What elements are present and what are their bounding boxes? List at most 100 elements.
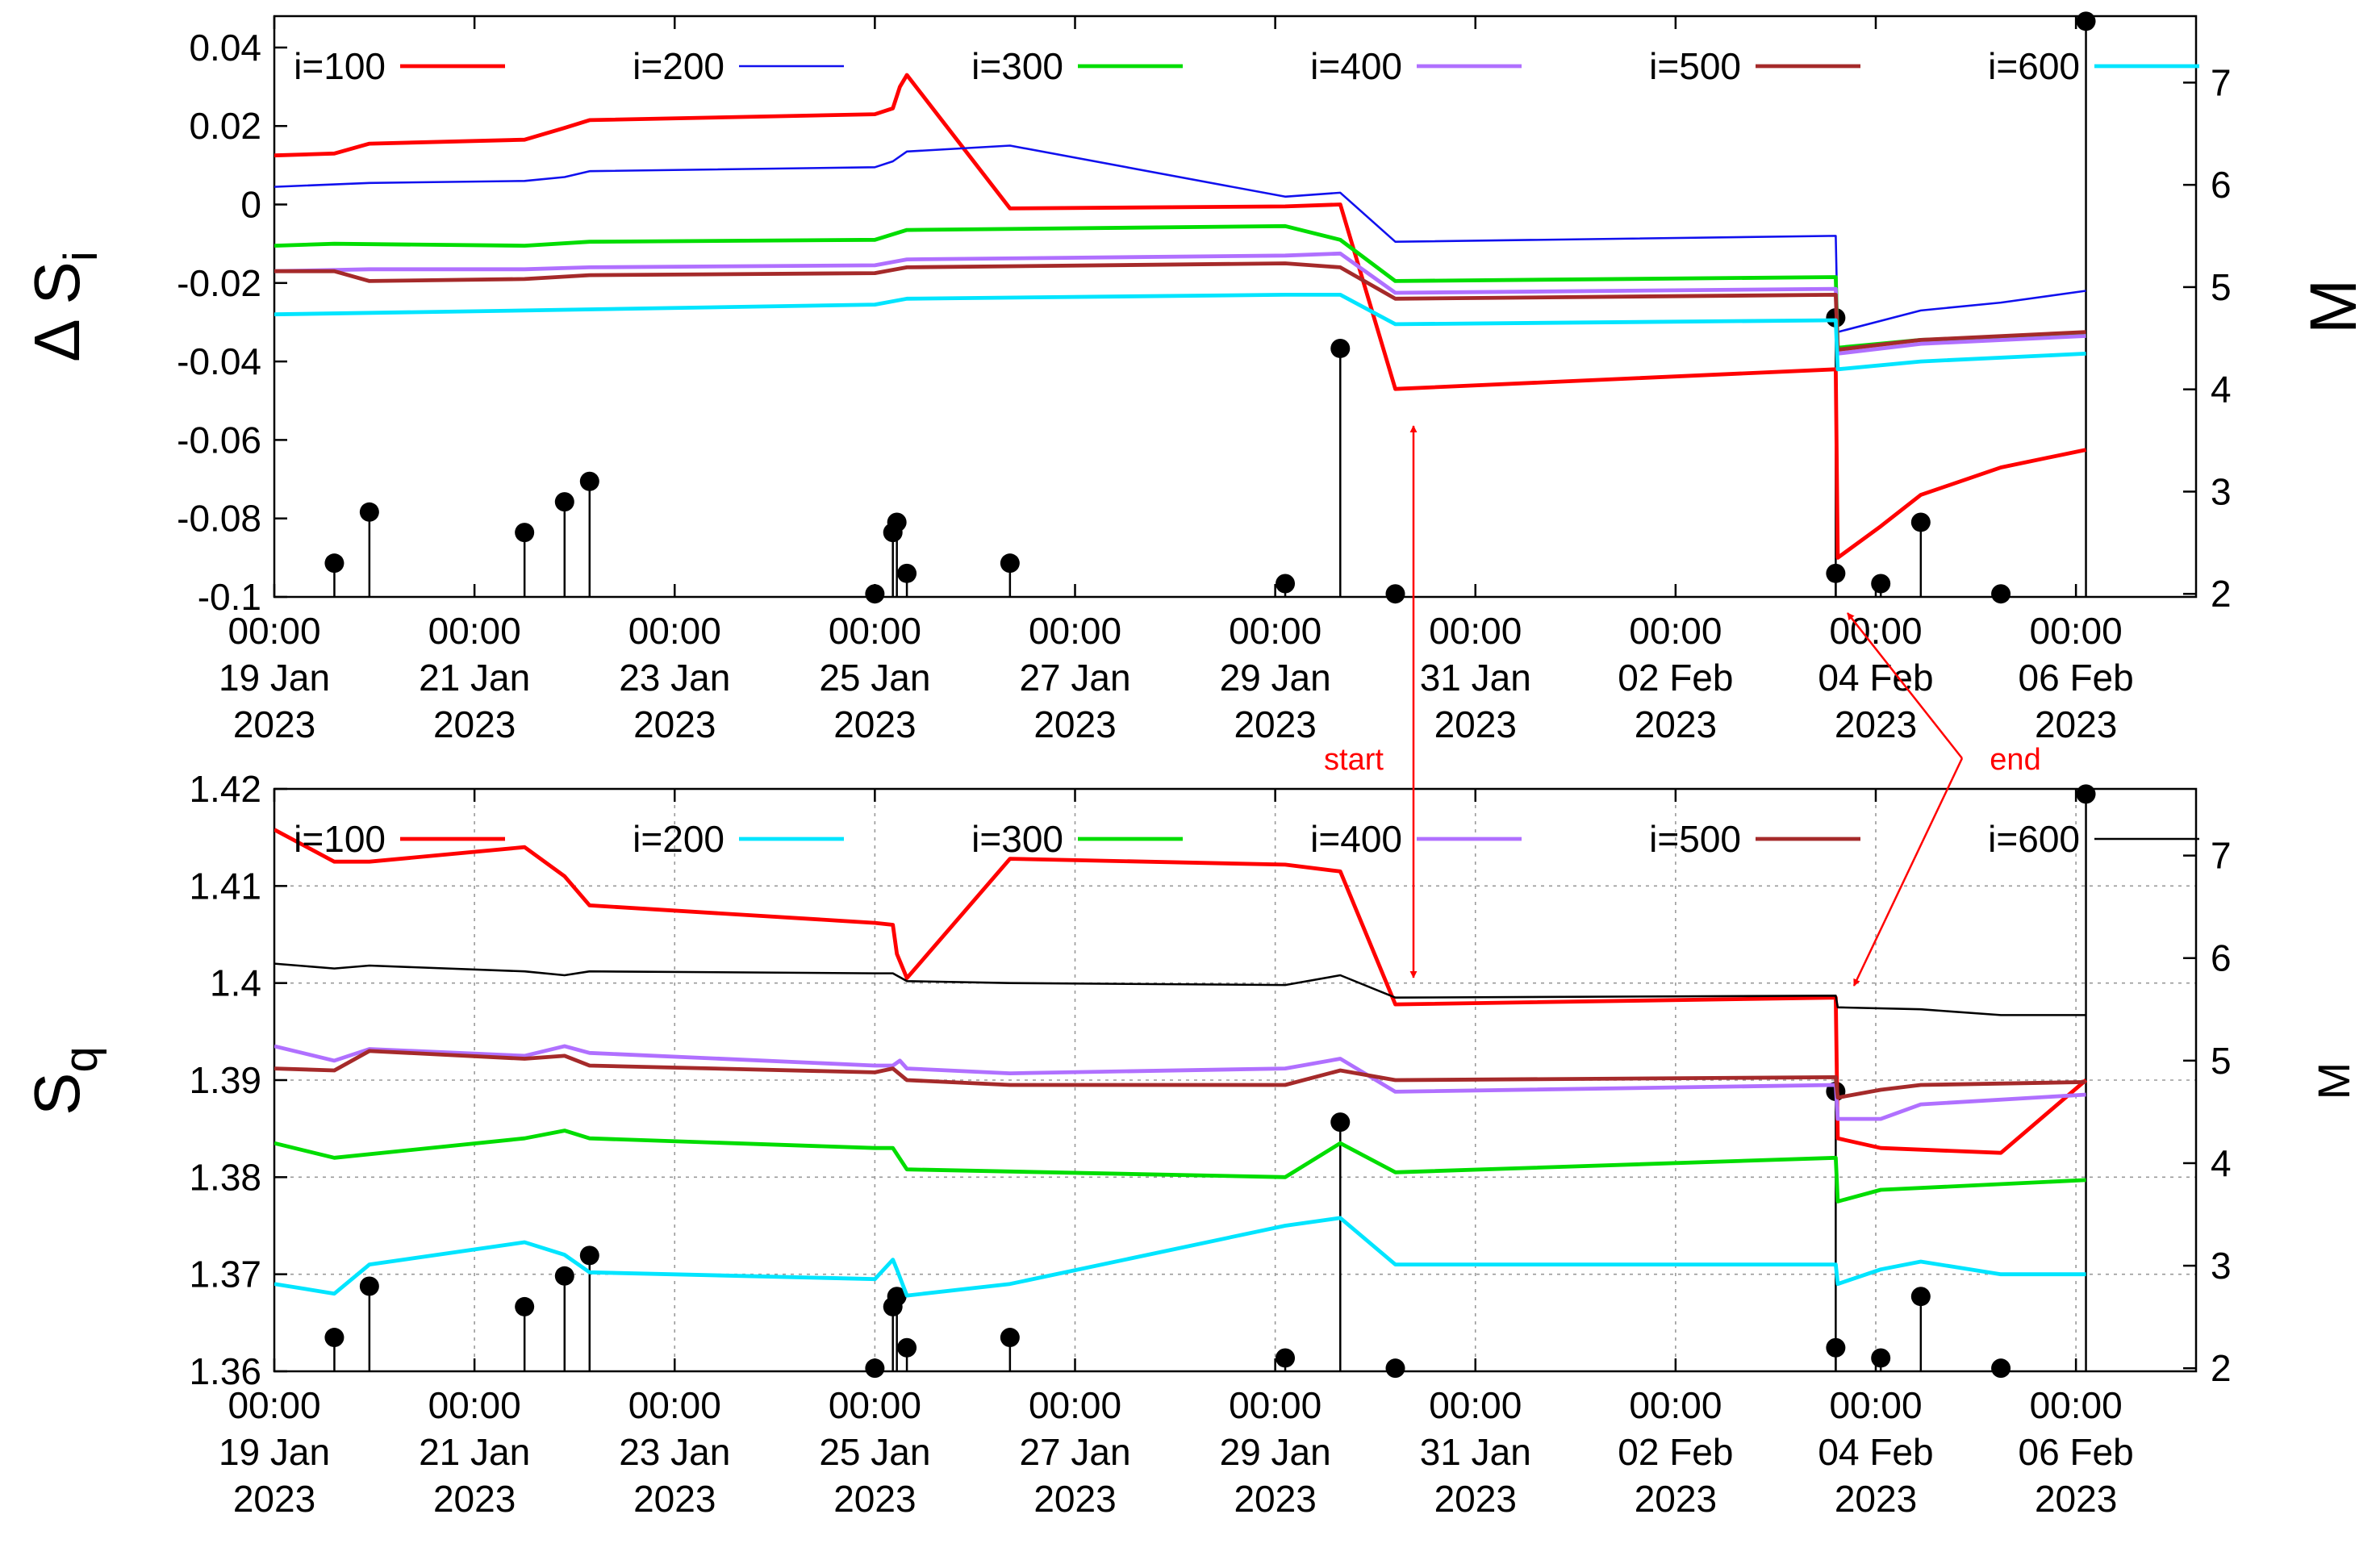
bottom-x-tick-label: 25 Jan [819, 1431, 930, 1473]
top-y-tick-label: -0.04 [177, 340, 261, 382]
end-arrow-lower [1852, 757, 1964, 987]
bottom-series-i-500 [274, 1049, 2086, 1100]
top-event-point [554, 492, 574, 512]
bottom-x-tick-label: 2023 [1835, 1478, 1917, 1520]
bottom-legend-label: i=100 [294, 818, 386, 860]
bottom-y-axis-title: Sq [21, 1046, 107, 1116]
top-event-point [2076, 11, 2096, 31]
bottom-x-tick-label: 2023 [1234, 1478, 1316, 1520]
bottom-x-tick-label: 2023 [833, 1478, 916, 1520]
top-y-tick-label: -0.02 [177, 262, 261, 304]
top-x-tick-label: 2023 [833, 703, 916, 745]
bottom-y-tick-label: 1.42 [189, 768, 261, 810]
top-x-tick-label: 00:00 [228, 610, 320, 652]
bottom-event-point [359, 1276, 379, 1296]
bottom-event-point [1000, 1328, 1020, 1348]
top-x-tick-label: 00:00 [829, 610, 921, 652]
bottom-x-tick-label: 2023 [1434, 1478, 1517, 1520]
bottom-x-tick-label: 00:00 [628, 1384, 721, 1426]
top-y-tick-label: -0.08 [177, 498, 261, 540]
bottom-legend-label: i=200 [633, 818, 724, 860]
top-event-point [515, 523, 535, 543]
bottom-series-i-400 [274, 1044, 2086, 1121]
bottom-event-point [579, 1245, 599, 1266]
top-event-point [1000, 553, 1020, 574]
top-event-point [897, 563, 917, 583]
top-y2-axis-title: M [2297, 279, 2370, 334]
top-y2-tick-label: 6 [2211, 164, 2232, 206]
top-x-tick-label: 00:00 [1429, 610, 1522, 652]
bottom-x-tick-label: 2023 [1033, 1478, 1116, 1520]
bottom-x-tick-label: 00:00 [1029, 1384, 1121, 1426]
top-event-point [359, 502, 379, 522]
top-x-tick-label: 06 Feb [2019, 657, 2134, 699]
bottom-x-tick-label: 00:00 [228, 1384, 320, 1426]
start-label: start [1324, 743, 1384, 777]
bottom-y-axis: 1.42 1.41 1.4 1.39 1.38 1.37 1.36 [189, 768, 287, 1392]
bottom-x-tick-label: 2023 [433, 1478, 516, 1520]
top-event-point [1991, 584, 2011, 604]
top-x-tick-label: 00:00 [628, 610, 721, 652]
bottom-event-point [865, 1358, 885, 1379]
bottom-x-tick-label: 04 Feb [1818, 1431, 1933, 1473]
top-x-tick-label: 27 Jan [1019, 657, 1130, 699]
bottom-panel: 1.42 1.41 1.4 1.39 1.38 1.37 1.36 2 3 4 5 6 7 00:00… [21, 768, 2359, 1520]
top-x-tick-label: 31 Jan [1420, 657, 1531, 699]
annotations: start end [1324, 425, 2041, 987]
bottom-y-tick-label: 1.37 [189, 1254, 261, 1295]
top-event-point [1330, 338, 1351, 358]
end-label: end [1990, 743, 2040, 777]
top-magnitude-stems [324, 11, 2096, 604]
bottom-series-i-200 [274, 1216, 2086, 1298]
top-x-tick-label: 29 Jan [1220, 657, 1331, 699]
top-x-tick-label: 2023 [1033, 703, 1116, 745]
bottom-y2-tick-label: 2 [2211, 1347, 2232, 1389]
bottom-x-tick-label: 2023 [633, 1478, 716, 1520]
top-x-tick-label: 2023 [2035, 703, 2117, 745]
top-x-tick-label: 00:00 [1029, 610, 1121, 652]
top-y-tick-label: 0.02 [189, 105, 261, 147]
top-event-point [579, 471, 599, 491]
top-x-tick-label: 2023 [1434, 703, 1517, 745]
bottom-x-tick-label: 00:00 [1429, 1384, 1522, 1426]
top-legend: i=100 i=200 i=300 i=400 i=500 i=600 [294, 45, 2199, 87]
top-x-tick-label: 00:00 [2030, 610, 2123, 652]
bottom-x-tick-label: 2023 [233, 1478, 315, 1520]
top-x-tick-label: 00:00 [428, 610, 521, 652]
bottom-event-point [1276, 1348, 1296, 1368]
bottom-magnitude-stems [324, 784, 2096, 1379]
bottom-legend-label: i=400 [1310, 818, 1402, 860]
bottom-x-tick-label: 23 Jan [619, 1431, 730, 1473]
top-x-tick-label: 04 Feb [1818, 657, 1933, 699]
bottom-legend-label: i=500 [1649, 818, 1741, 860]
bottom-y-tick-label: 1.41 [189, 865, 261, 907]
bottom-series-lines [274, 828, 2088, 1298]
top-x-tick-label: 19 Jan [219, 657, 330, 699]
bottom-y2-tick-label: 5 [2211, 1040, 2232, 1082]
bottom-y2-axis-title: M [2308, 1062, 2359, 1100]
top-legend-label: i=200 [633, 45, 724, 87]
top-y-tick-label: 0 [240, 184, 261, 226]
top-x-tick-label: 00:00 [1229, 610, 1322, 652]
top-y-tick-label: 0.04 [189, 27, 261, 69]
top-y2-axis: 2 3 4 5 6 7 [2183, 61, 2232, 615]
top-legend-label: i=300 [971, 45, 1063, 87]
bottom-event-point [1910, 1287, 1931, 1307]
bottom-x-tick-label: 00:00 [829, 1384, 921, 1426]
bottom-event-point [515, 1296, 535, 1316]
top-x-tick-label: 00:00 [1829, 610, 1922, 652]
bottom-legend-label: i=300 [971, 818, 1063, 860]
top-legend-label: i=400 [1310, 45, 1402, 87]
bottom-y-tick-label: 1.38 [189, 1156, 261, 1198]
bottom-event-point [324, 1328, 344, 1348]
top-y2-tick-label: 3 [2211, 470, 2232, 512]
bottom-legend: i=100 i=200 i=300 i=400 i=500 i=600 [294, 818, 2199, 860]
top-x-tick-label: 2023 [233, 703, 315, 745]
top-y-axis: 0.04 0.02 0 -0.02 -0.04 -0.06 -0.08 -0.1 [177, 27, 287, 618]
top-x-tick-label: 21 Jan [419, 657, 530, 699]
bottom-series-i-300 [274, 1129, 2086, 1204]
bottom-x-tick-label: 31 Jan [1420, 1431, 1531, 1473]
top-y2-tick-label: 4 [2211, 369, 2232, 411]
bottom-x-axis: 00:00 19 Jan 2023 00:00 21 Jan 2023 00:00 23 Ja… [219, 789, 2134, 1520]
top-y2-tick-label: 5 [2211, 266, 2232, 308]
